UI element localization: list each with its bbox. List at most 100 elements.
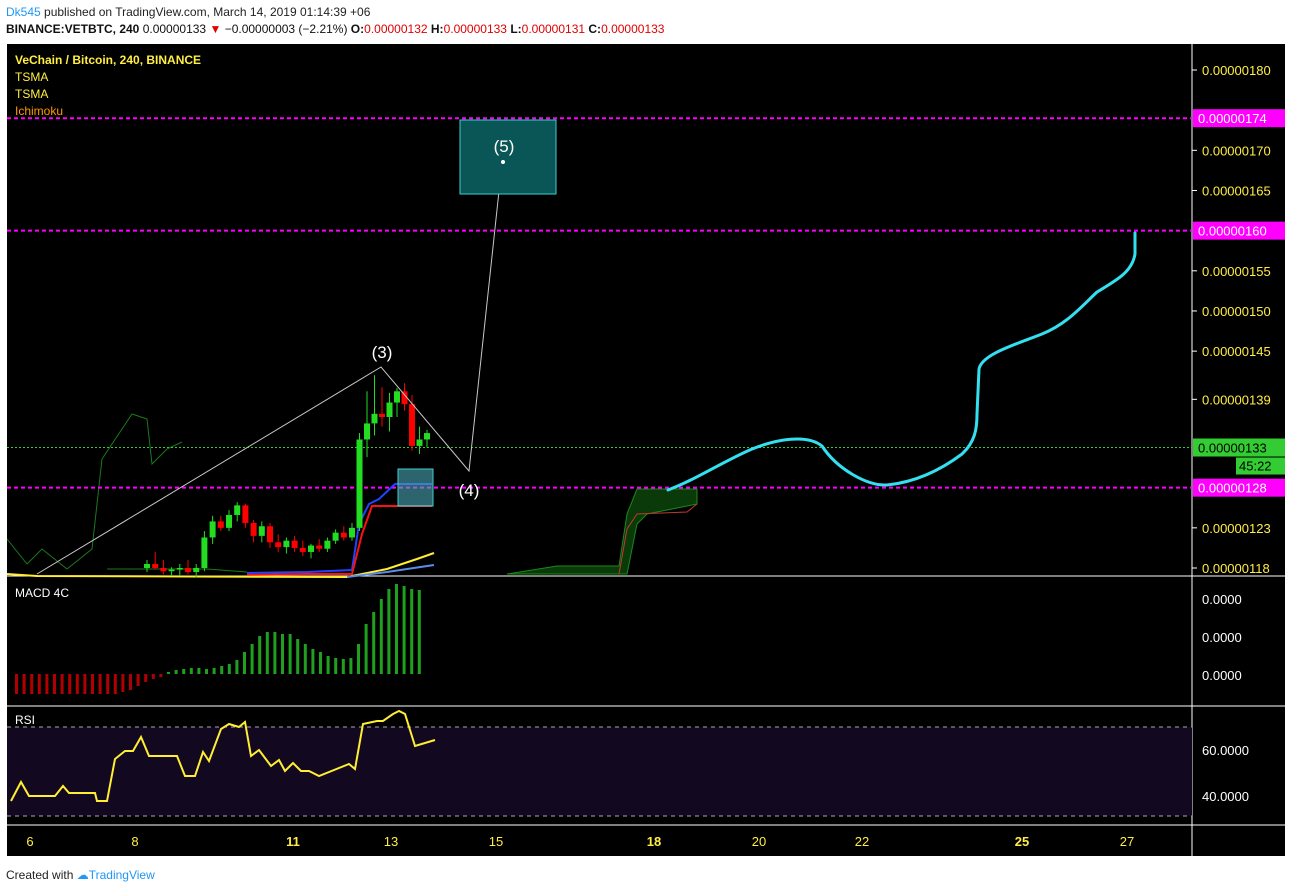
macd-label: MACD 4C — [15, 586, 69, 600]
macd-bar — [235, 660, 239, 674]
tradingview-logo-icon[interactable]: ☁ — [76, 868, 89, 882]
macd-bar — [273, 632, 277, 674]
level-price-label: 0.00000128 — [1198, 481, 1267, 496]
date-tick-label: 13 — [384, 834, 398, 849]
macd-tick-label: 0.0000 — [1202, 630, 1242, 645]
candle-body — [234, 505, 241, 515]
macd-bar — [45, 674, 49, 694]
legend-item: TSMA — [15, 87, 48, 101]
ichimoku-future-cloud — [506, 488, 698, 575]
ichimoku-cloud-line — [7, 413, 183, 570]
candle-body — [324, 540, 331, 549]
chart-svg[interactable]: 0.00000174 0.00000160 0.00000128 0.00000133… — [7, 44, 1285, 856]
symbol-label: BINANCE:VETBTC, 240 — [6, 22, 140, 36]
price-tick-label: 0.00000150 — [1202, 304, 1271, 319]
price-tick-label: 0.00000180 — [1202, 63, 1271, 78]
candle-body — [349, 527, 355, 538]
macd-bar — [121, 674, 125, 692]
price-tick-label: 0.00000145 — [1202, 344, 1271, 359]
macd-bar — [357, 644, 360, 674]
author-name[interactable]: Dk545 — [6, 5, 41, 19]
last-price-label: 0.00000133 — [1198, 441, 1267, 456]
candle-body — [185, 568, 191, 573]
legend-title: VeChain / Bitcoin, 240, BINANCE — [15, 53, 201, 67]
macd-bar — [296, 639, 300, 674]
candle-body — [364, 423, 370, 440]
tradingview-brand[interactable]: TradingView — [88, 868, 155, 882]
support-box — [397, 468, 434, 507]
price-change: −0.00000003 (−2.21%) — [224, 22, 348, 36]
rsi-tick-label: 60.0000 — [1202, 743, 1249, 758]
macd-tick-label: 0.0000 — [1202, 592, 1242, 607]
candle-body — [424, 433, 430, 440]
date-tick-label: 20 — [752, 834, 766, 849]
macd-bar — [37, 674, 41, 694]
last-price-box — [1193, 438, 1285, 457]
candle-body — [291, 540, 298, 548]
candle-body — [193, 568, 200, 573]
macd-bar — [395, 584, 398, 674]
macd-bar — [83, 674, 87, 694]
tenkan-line — [246, 483, 432, 574]
date-tick-label: 11 — [286, 834, 300, 849]
macd-bar — [303, 644, 307, 674]
level-price-box — [1193, 109, 1285, 128]
level-price-box — [1193, 478, 1285, 497]
tsma-line — [346, 564, 435, 578]
publish-info: Dk545 published on TradingView.com, Marc… — [6, 5, 370, 19]
macd-bar — [250, 644, 254, 674]
candle-body — [144, 563, 150, 568]
chart-canvas[interactable]: 0.00000174 0.00000160 0.00000128 0.00000133… — [7, 44, 1285, 856]
candle-body — [386, 402, 393, 417]
macd-bar — [364, 624, 368, 674]
candle-body — [275, 542, 282, 548]
price-tick-label: 0.00000118 — [1202, 561, 1270, 576]
price-tick-label: 0.00000123 — [1202, 521, 1271, 536]
macd-bar — [243, 652, 246, 674]
price-tick-label: 0.00000155 — [1202, 264, 1271, 279]
macd-bar — [288, 634, 292, 674]
price-tick-label: 0.00000170 — [1202, 143, 1271, 158]
target-box — [459, 119, 557, 195]
candle-body — [152, 563, 159, 568]
macd-bar — [60, 674, 64, 694]
price-tick-label: 0.00000139 — [1202, 392, 1271, 407]
close-label: C: — [588, 22, 602, 36]
last-price: 0.00000133 — [142, 22, 207, 36]
macd-bar — [227, 664, 231, 674]
wave-label: (4) — [459, 481, 480, 500]
macd-bar — [113, 674, 117, 694]
macd-bar — [159, 674, 163, 677]
macd-bar — [212, 668, 216, 674]
candle-body — [258, 526, 265, 536]
macd-bar — [311, 649, 315, 674]
macd-tick-label: 0.0000 — [1202, 668, 1242, 683]
macd-bar — [410, 589, 414, 674]
projection-curve — [666, 231, 1137, 492]
high-label: H: — [430, 22, 444, 36]
macd-bar — [98, 674, 102, 694]
candle-body — [316, 545, 323, 549]
candle-body — [394, 391, 400, 403]
macd-bar — [68, 674, 72, 694]
level-price-label: 0.00000160 — [1198, 224, 1267, 239]
macd-bar — [319, 652, 322, 674]
date-tick-label: 22 — [855, 834, 869, 849]
macd-bar — [349, 658, 353, 674]
date-tick-label: 25 — [1015, 834, 1029, 849]
macd-bar — [341, 659, 345, 674]
target-point — [501, 160, 505, 164]
macd-bar — [417, 590, 421, 674]
date-tick-label: 8 — [131, 834, 138, 849]
wave-label: (5) — [494, 137, 515, 156]
macd-bar — [30, 674, 34, 694]
candle-body — [209, 521, 216, 538]
ichimoku-senkou-line — [618, 503, 698, 575]
close-value: 0.00000133 — [601, 22, 665, 36]
macd-bar — [91, 674, 94, 694]
rsi-band — [7, 727, 1192, 816]
candle-body — [416, 439, 423, 446]
price-tick-label: 0.00000165 — [1202, 183, 1271, 198]
candle-body — [160, 568, 167, 572]
rsi-label: RSI — [15, 713, 35, 727]
